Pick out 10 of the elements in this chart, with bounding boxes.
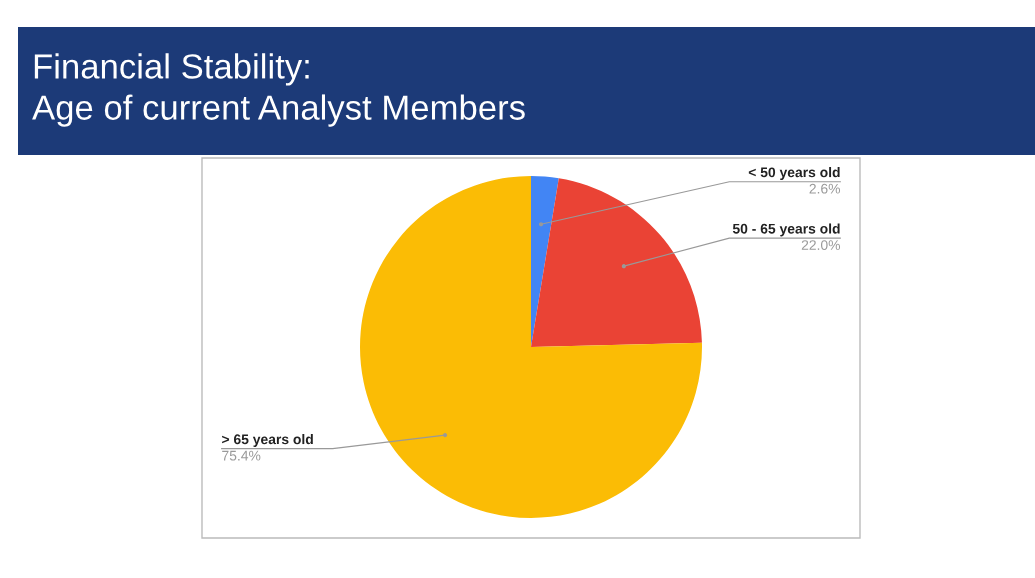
chart-title: Financial Stability: Age of current Analyst Members	[32, 53, 525, 127]
data-label: 75.4%	[222, 450, 261, 461]
slice-label: 50 - 65 years old	[732, 223, 840, 237]
pie-slice	[531, 176, 559, 347]
pie-slice	[360, 176, 702, 518]
data-label: 22.0%	[801, 240, 841, 250]
slice-label: < 50 years old	[748, 167, 840, 180]
pie-slice	[531, 178, 702, 347]
slice-label: > 65 years old	[222, 434, 313, 447]
data-label: 2.6%	[809, 183, 841, 194]
